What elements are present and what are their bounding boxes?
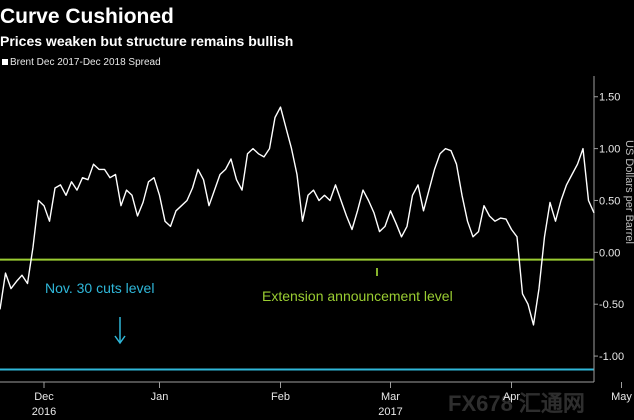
x-tick-sublabel: 2016 xyxy=(32,406,56,418)
legend-swatch xyxy=(2,59,8,65)
watermark-text: FX678 汇通网 xyxy=(448,391,585,416)
x-tick-label: Apr xyxy=(503,391,520,403)
x-tick-label: Jan xyxy=(151,391,169,403)
x-tick-label: May xyxy=(611,391,632,403)
y-tick-label: 1.00 xyxy=(599,144,620,156)
x-tick-sublabel: 2017 xyxy=(378,406,402,418)
watermark: FX678 汇通网 xyxy=(448,391,585,416)
x-tick-label: Dec xyxy=(34,391,54,403)
series-line-brent-spread xyxy=(0,106,595,326)
chart-subtitle: Prices weaken but structure remains bull… xyxy=(0,33,293,49)
y-tick-label: -0.50 xyxy=(599,299,624,311)
legend-label: Brent Dec 2017-Dec 2018 Spread xyxy=(10,57,161,68)
annotation-cuts-label: Nov. 30 cuts level xyxy=(45,280,154,296)
annotation-extension-label: Extension announcement level xyxy=(262,288,453,304)
x-tick-label: Feb xyxy=(271,391,290,403)
annotation-cuts: Nov. 30 cuts level xyxy=(45,280,154,345)
annotation-extension: Extension announcement level xyxy=(262,268,453,304)
x-tick-label: Mar xyxy=(381,391,400,403)
down-arrow-icon xyxy=(114,317,126,345)
chart-title: Curve Cushioned xyxy=(0,5,174,28)
y-tick-label: 0.50 xyxy=(599,195,620,207)
legend: Brent Dec 2017-Dec 2018 Spread xyxy=(2,57,161,68)
y-tick-label: -1.00 xyxy=(599,351,624,363)
plot-area: 1.50 1.00 0.50 0.00 -0.50 -1.00 US Dollars per… xyxy=(0,76,634,418)
y-tick-label: 1.50 xyxy=(599,92,620,104)
y-axis-title: US Dollars per Barrel xyxy=(623,140,634,244)
y-tick-label: 0.00 xyxy=(599,247,620,259)
